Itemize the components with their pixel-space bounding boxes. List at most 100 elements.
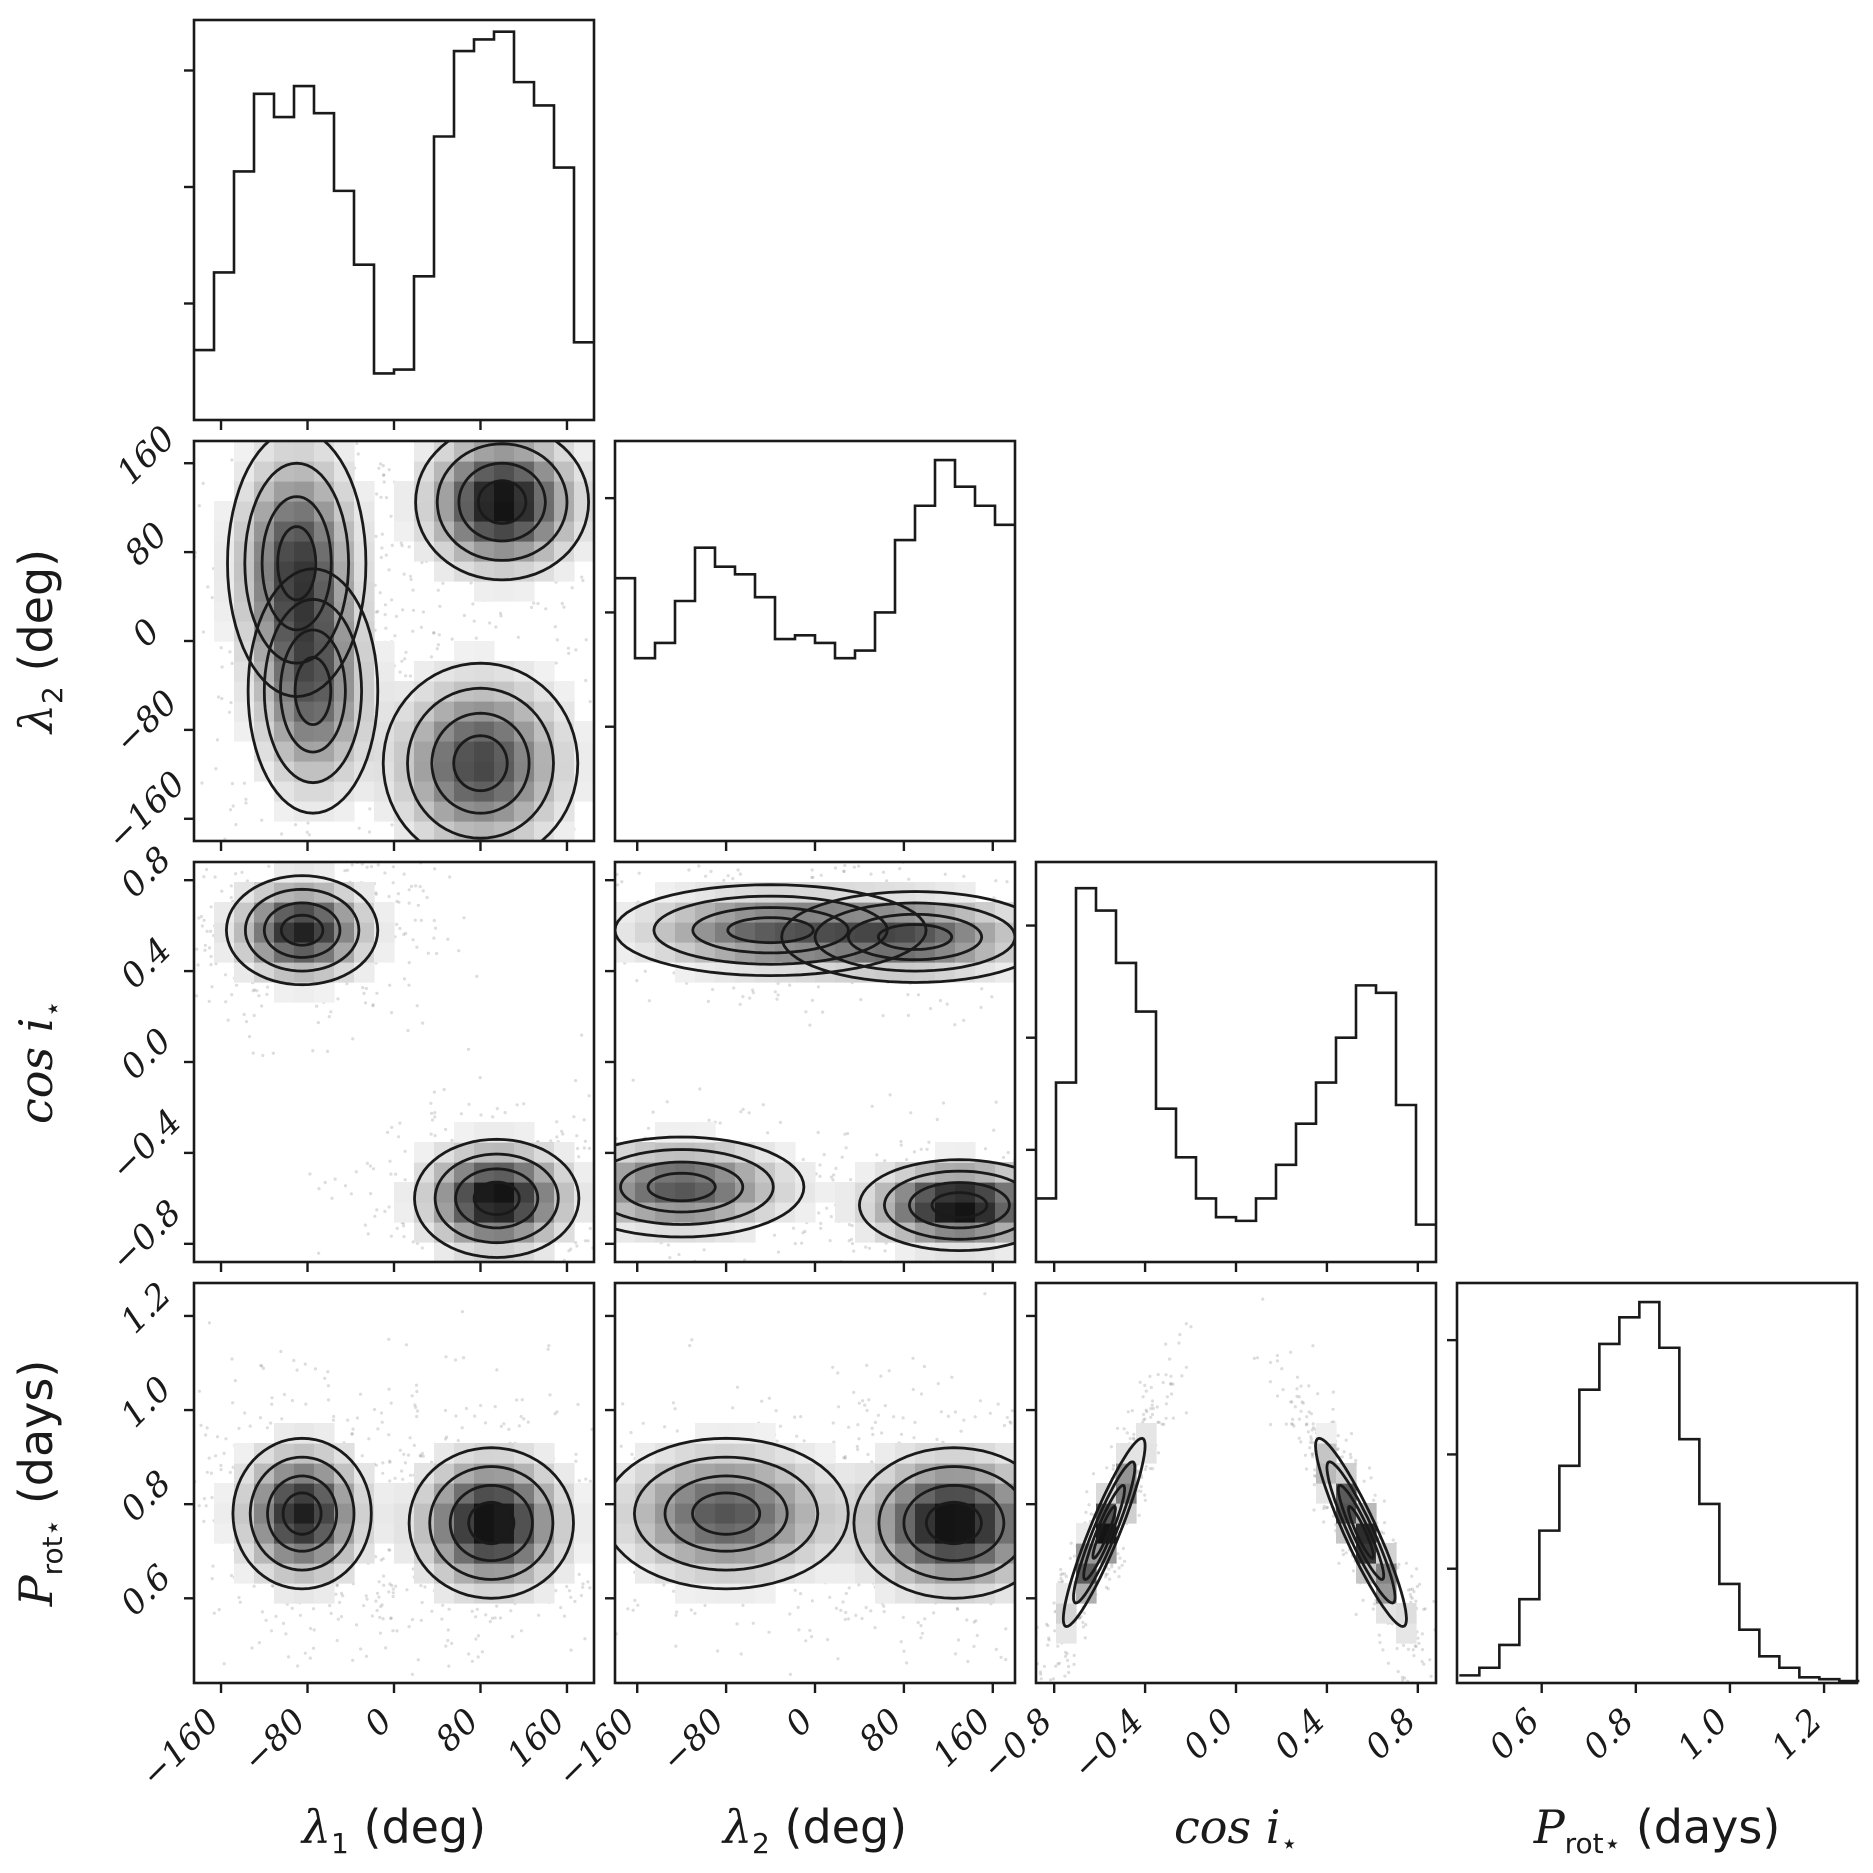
scatter-point	[304, 1402, 308, 1406]
scatter-point	[563, 854, 566, 857]
scatter-point	[1063, 1687, 1066, 1690]
scatter-point	[260, 1004, 264, 1008]
scatter-point	[491, 965, 494, 968]
axis-frame	[1455, 1281, 1859, 1685]
scatter-point	[364, 1654, 368, 1658]
scatter-point	[1026, 954, 1029, 957]
scatter-point	[230, 458, 234, 462]
scatter-point	[1039, 1619, 1042, 1622]
scatter-point	[996, 1402, 1000, 1406]
scatter-point	[406, 1028, 410, 1033]
density-cell	[935, 962, 956, 983]
scatter-point	[463, 895, 466, 898]
scatter-point	[415, 945, 419, 949]
scatter-point	[339, 1591, 344, 1595]
scatter-point	[672, 971, 676, 975]
scatter-point	[419, 1584, 423, 1588]
scatter-point	[919, 1392, 924, 1396]
scatter-point	[210, 1496, 214, 1500]
density-cell	[254, 1503, 275, 1524]
scatter-point	[380, 532, 384, 536]
scatter-point	[442, 386, 445, 389]
scatter-point	[382, 473, 386, 477]
scatter-point	[388, 1459, 392, 1463]
density-cell	[354, 1463, 375, 1484]
scatter-point	[383, 871, 387, 875]
scatter-point	[974, 1619, 978, 1623]
scatter-point	[1055, 918, 1058, 921]
density-cell	[294, 1503, 315, 1524]
scatter-point	[555, 1120, 559, 1124]
scatter-point	[596, 1192, 599, 1195]
density-cell	[414, 661, 435, 682]
density-cell	[274, 601, 295, 622]
density-cell	[494, 521, 515, 542]
scatter-point	[648, 730, 651, 733]
scatter-point	[220, 813, 223, 816]
scatter-point	[1052, 1461, 1055, 1464]
density-cell	[474, 1142, 495, 1163]
scatter-point	[419, 918, 423, 923]
density-cell	[474, 1242, 495, 1262]
density-cell	[414, 441, 435, 462]
density-cell	[635, 922, 656, 943]
scatter-point	[387, 568, 391, 572]
scatter-point	[391, 1629, 395, 1633]
scatter-point	[186, 1014, 189, 1017]
scatter-point	[358, 849, 361, 852]
scatter-point	[425, 895, 429, 900]
scatter-point	[609, 841, 612, 844]
scatter-point	[899, 1139, 903, 1144]
scatter-point	[847, 1425, 851, 1429]
scatter-point	[432, 936, 436, 940]
scatter-point	[540, 854, 543, 857]
density-cell	[354, 501, 375, 522]
scatter-point	[1048, 1210, 1051, 1213]
density-cell	[534, 1182, 555, 1203]
scatter-point	[882, 1610, 886, 1614]
density-cell	[414, 741, 435, 762]
scatter-point	[444, 1355, 448, 1359]
scatter-point	[219, 1468, 223, 1472]
hist-panel-cosi	[1026, 860, 1438, 1264]
scatter-point	[366, 1232, 370, 1236]
scatter-point	[411, 588, 415, 592]
scatter-point	[753, 833, 756, 836]
density-cell	[314, 641, 335, 662]
scatter-point	[1225, 1201, 1228, 1204]
density-cell	[554, 561, 575, 582]
scatter-point	[1023, 1136, 1026, 1139]
contour-line	[646, 1171, 717, 1203]
scatter-point	[474, 1637, 478, 1641]
scatter-point	[500, 430, 503, 433]
scatter-point	[365, 1161, 369, 1165]
scatter-point	[939, 1410, 944, 1414]
scatter-point	[424, 1267, 427, 1270]
density-cell	[695, 1162, 716, 1183]
contour-line	[454, 1167, 540, 1230]
contour-line	[876, 923, 954, 951]
scatter-point	[271, 1584, 275, 1588]
scatter-point	[422, 1348, 425, 1351]
scatter-point	[1047, 1218, 1050, 1221]
scatter-point	[569, 1595, 573, 1599]
density-cell	[294, 781, 315, 802]
scatter-point	[389, 514, 393, 518]
density-cell	[314, 741, 335, 762]
scatter-point	[224, 1000, 228, 1004]
density-cell	[534, 521, 555, 542]
scatter-point	[1022, 1513, 1025, 1516]
scatter-point	[107, 869, 110, 872]
scatter-point	[461, 1265, 464, 1268]
scatter-point	[352, 402, 355, 405]
density-cell	[574, 1483, 594, 1504]
density-cell	[735, 1162, 756, 1183]
scatter-point	[1044, 1184, 1047, 1187]
scatter-point	[449, 1292, 452, 1295]
scatter-point	[1092, 1178, 1095, 1181]
contour-line	[813, 901, 1015, 973]
scatter-point	[1039, 1188, 1042, 1191]
scatter-point	[574, 855, 577, 858]
scatter-point	[1030, 1682, 1033, 1685]
scatter-point	[935, 1437, 939, 1441]
